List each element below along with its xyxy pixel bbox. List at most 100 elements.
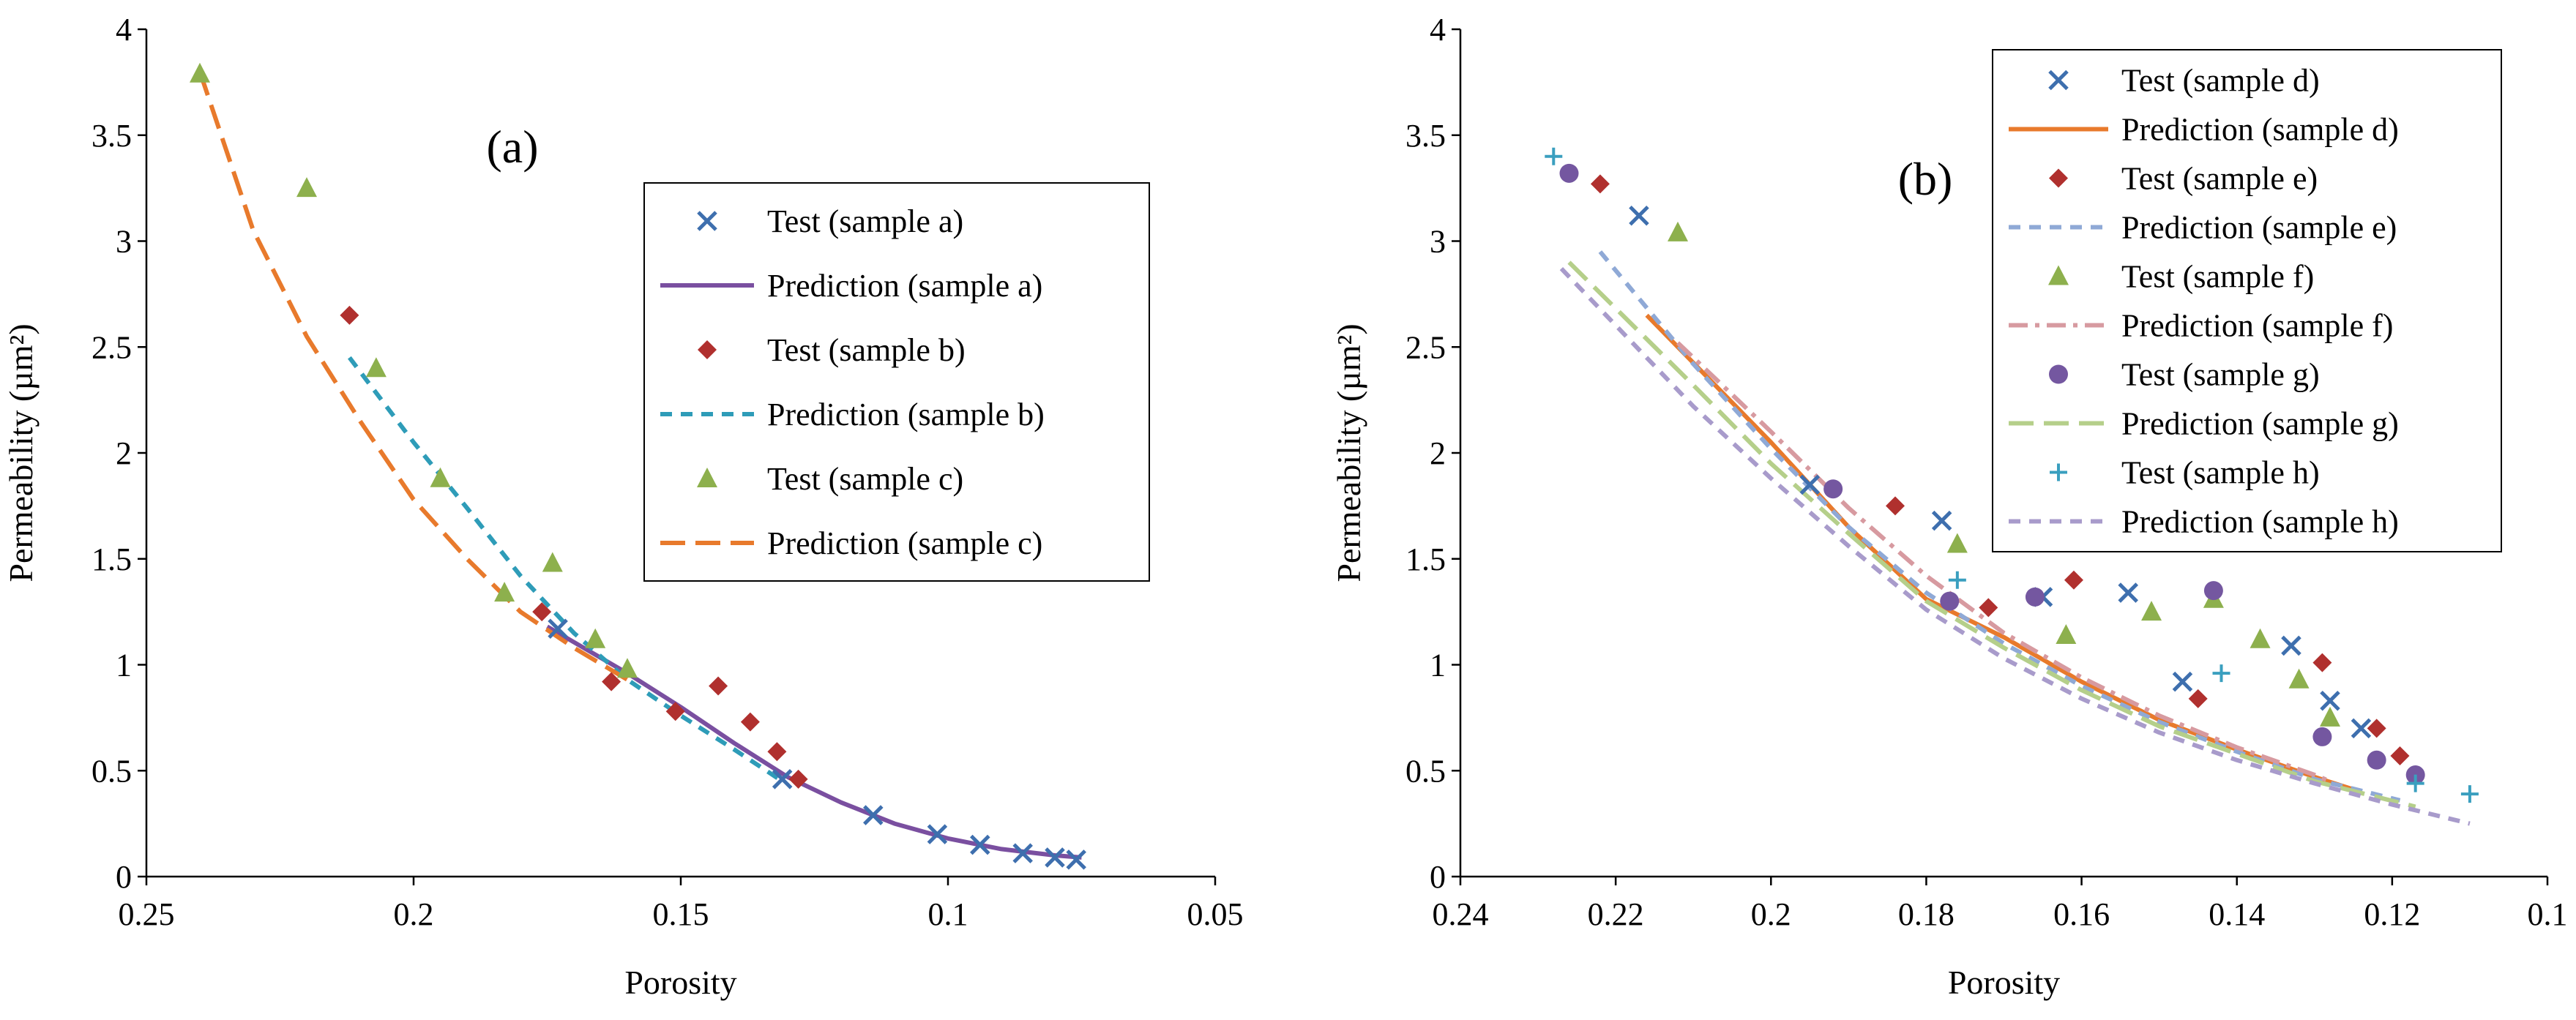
x-tick-label: 0.05 <box>1187 896 1244 932</box>
x-tick-label: 0.2 <box>394 896 434 932</box>
data-point <box>1629 205 1649 226</box>
data-point <box>542 552 563 572</box>
panel-label: (a) <box>486 121 538 173</box>
data-point <box>2406 774 2424 792</box>
x-tick-label: 0.1 <box>928 896 968 932</box>
legend-label: Test (sample h) <box>2121 455 2320 491</box>
data-point <box>2312 727 2332 746</box>
data-point <box>1931 510 1952 531</box>
data-point <box>2367 719 2386 738</box>
y-tick-label: 1.5 <box>1405 541 1446 577</box>
legend-label: Test (sample g) <box>2121 357 2320 393</box>
series-line <box>1567 260 2416 809</box>
data-point <box>2025 587 2045 607</box>
panel-label: (b) <box>1898 153 1953 205</box>
data-point <box>1045 847 1065 868</box>
legend-label: Prediction (sample g) <box>2121 406 2399 442</box>
legend-label: Prediction (sample f) <box>2121 308 2393 344</box>
data-point <box>2188 689 2208 708</box>
data-point <box>1948 571 1966 589</box>
data-point <box>602 672 621 691</box>
y-axis-label: Permeability (µm²) <box>2 323 40 582</box>
data-point <box>2320 706 2340 727</box>
data-point <box>430 467 451 487</box>
y-tick-label: 4 <box>1430 12 1446 48</box>
y-tick-label: 0 <box>1430 859 1446 895</box>
data-point <box>532 602 552 622</box>
legend-swatch <box>698 340 717 359</box>
data-point <box>1545 147 1563 165</box>
data-point <box>2064 570 2083 590</box>
data-point <box>1940 591 1960 611</box>
data-point <box>2212 664 2230 683</box>
legend-label: Prediction (sample d) <box>2121 112 2399 148</box>
legend-label: Prediction (sample a) <box>767 268 1042 304</box>
y-tick-label: 2.5 <box>92 329 132 365</box>
legend-swatch <box>2049 364 2068 384</box>
legend-swatch <box>2050 463 2067 481</box>
x-axis-label: Porosity <box>624 964 736 1001</box>
data-point <box>665 702 685 721</box>
data-point <box>2118 582 2138 603</box>
data-point <box>1799 474 1821 495</box>
legend-label: Test (sample a) <box>767 203 963 239</box>
data-point <box>1012 843 1033 863</box>
legend-swatch <box>2048 265 2069 285</box>
y-tick-label: 1.5 <box>92 541 132 577</box>
data-point <box>863 805 884 825</box>
legend-box <box>643 182 1150 582</box>
legend-swatch <box>2049 168 2068 188</box>
y-tick-label: 3.5 <box>92 118 132 154</box>
legend: Test (sample d) Prediction (sample d) Test… <box>1992 49 2502 552</box>
data-point <box>767 742 787 762</box>
data-point <box>1668 221 1688 241</box>
x-tick-label: 0.16 <box>2053 896 2110 932</box>
legend: Test (sample a) Prediction (sample a) Test… <box>643 182 1150 582</box>
x-tick-label: 0.1 <box>2528 896 2568 932</box>
x-tick-label: 0.15 <box>653 896 709 932</box>
chart-a: 0 0.5 1 1.5 2 2.5 3 3.5 4 0.25 0.2 0.15 0.1 0.05 Poros… <box>2 12 1244 1001</box>
data-point <box>1590 174 1610 194</box>
data-point <box>190 62 210 83</box>
legend-label: Test (sample e) <box>2121 161 2318 197</box>
chart-b: 0 0.5 1 1.5 2 2.5 3 3.5 4 0.24 0.22 0.2 0.18 0.16 0.14… <box>1330 12 2568 1001</box>
data-point <box>1823 479 1843 499</box>
data-point <box>2056 623 2077 644</box>
y-tick-label: 0.5 <box>92 753 132 789</box>
data-point <box>2367 750 2386 770</box>
legend-swatch <box>697 468 717 487</box>
legend-label: Test (sample f) <box>2121 259 2314 295</box>
y-tick-label: 2 <box>116 435 132 471</box>
legend-swatch <box>697 211 717 231</box>
legend-swatch <box>2048 70 2069 91</box>
x-tick-label: 0.14 <box>2209 896 2265 932</box>
legend-label: Prediction (sample e) <box>2121 210 2397 246</box>
data-point <box>772 769 793 790</box>
x-tick-label: 0.24 <box>1433 896 1489 932</box>
legend-label: Prediction (sample b) <box>767 397 1045 432</box>
x-tick-label: 0.22 <box>1588 896 1644 932</box>
data-point <box>2320 690 2340 711</box>
data-point <box>788 769 808 789</box>
data-point <box>340 305 359 325</box>
x-tick-label: 0.25 <box>119 896 175 932</box>
data-point <box>1559 163 1579 183</box>
x-axis-label: Porosity <box>1948 964 2060 1001</box>
x-tick-label: 0.18 <box>1898 896 1955 932</box>
data-point <box>1946 533 1968 553</box>
legend-label: Prediction (sample c) <box>767 525 1042 561</box>
x-tick-label: 0.12 <box>2364 896 2420 932</box>
data-point <box>709 676 728 696</box>
y-tick-label: 3.5 <box>1405 118 1446 154</box>
data-point <box>2288 668 2310 689</box>
series-line <box>1559 267 2471 826</box>
y-tick-label: 0 <box>116 859 132 895</box>
x-tick-label: 0.2 <box>1751 896 1791 932</box>
data-point <box>2312 653 2332 672</box>
data-point <box>585 628 606 648</box>
y-axis-label: Permeability (µm²) <box>1330 323 1367 582</box>
data-point <box>2141 601 2162 621</box>
data-point <box>296 177 317 198</box>
data-point <box>2172 671 2193 692</box>
